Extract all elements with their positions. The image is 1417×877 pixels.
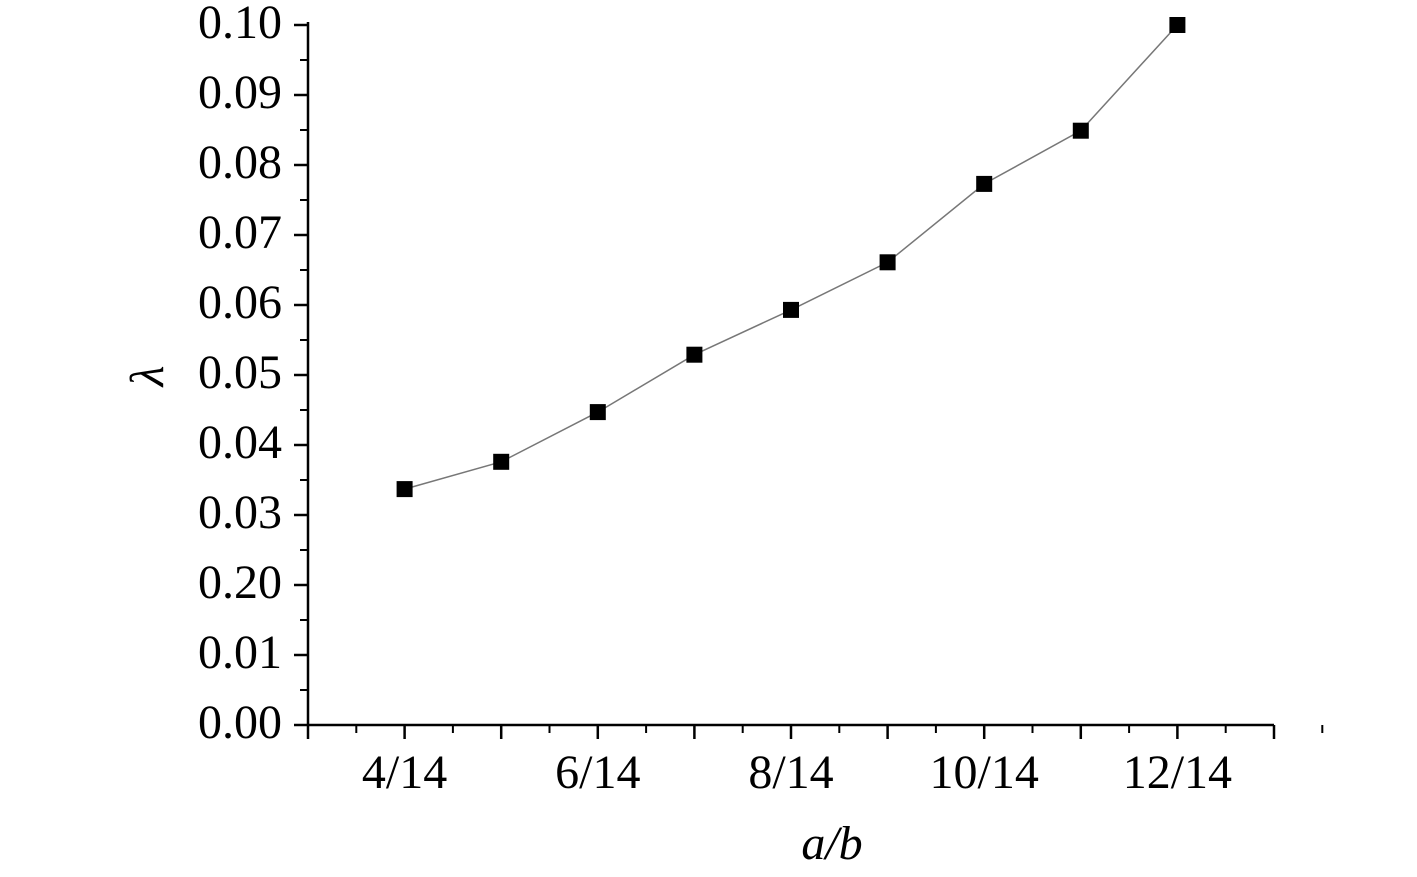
y-tick-label: 0.03 (198, 486, 282, 539)
x-tick-label: 6/14 (555, 746, 640, 799)
x-tick-label: 8/14 (748, 746, 833, 799)
marker (1072, 122, 1089, 139)
marker (783, 301, 799, 318)
y-axis-label: λ (121, 366, 174, 389)
y-tick-label: 0.01 (198, 626, 282, 679)
y-tick-label: 0.09 (198, 66, 282, 119)
y-tick-label: 0.20 (198, 556, 282, 609)
x-axis-label: a/b (801, 817, 862, 870)
x-tick-label: 12/14 (1123, 746, 1232, 799)
x-tick-label: 4/14 (362, 746, 447, 799)
y-tick-label: 0.10 (198, 0, 282, 49)
line (404, 24, 1178, 490)
marker (589, 404, 606, 421)
y-tick-label: 0.04 (198, 416, 282, 469)
marker (686, 346, 703, 363)
marker (879, 254, 896, 271)
marker (1169, 17, 1186, 33)
marker (493, 453, 510, 470)
y-tick-label: 0.05 (198, 346, 282, 399)
y-tick-label: 0.00 (198, 696, 282, 749)
y-tick-label: 0.06 (198, 276, 282, 329)
y-tick-label: 0.08 (198, 136, 282, 189)
y-tick-label: 0.07 (198, 206, 282, 259)
x-tick-label: 10/14 (930, 746, 1039, 799)
marker (976, 175, 993, 192)
marker (396, 481, 413, 498)
